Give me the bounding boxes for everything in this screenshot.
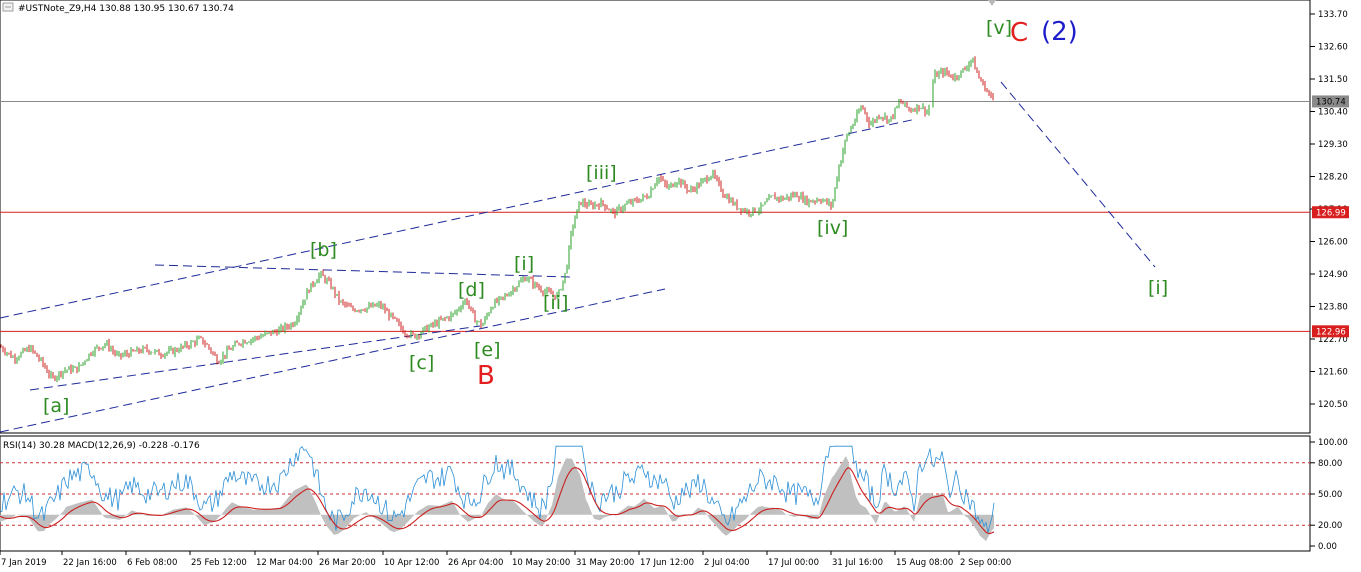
wave-label: [a] xyxy=(43,395,69,417)
time-tick-label: 26 Apr 04:00 xyxy=(448,558,503,568)
time-tick-label: 17 Jun 12:00 xyxy=(640,558,694,568)
time-axis: 7 Jan 2019 22 Jan 16:00 6 Feb 08:00 25 Feb … xyxy=(0,551,1011,568)
time-tick-label: 31 May 20:00 xyxy=(576,558,634,568)
wave-label: [ii] xyxy=(543,292,568,314)
wave-label: [v] xyxy=(986,17,1012,39)
indicator-tick-label: 20.00 xyxy=(1318,521,1342,531)
time-tick-label: 15 Aug 08:00 xyxy=(896,558,953,568)
wave-label: (2) xyxy=(1041,17,1078,47)
price-tick-label: 130.40 xyxy=(1318,108,1348,118)
price-tick-label: 128.20 xyxy=(1318,173,1348,183)
price-tick-label: 123.80 xyxy=(1318,303,1348,313)
wave-label: [e] xyxy=(474,339,501,361)
time-tick-label: 31 Jul 16:00 xyxy=(832,558,883,568)
rsi-line xyxy=(0,445,995,533)
time-tick-label: 10 May 20:00 xyxy=(512,558,570,568)
price-level-tag xyxy=(1312,206,1349,219)
wave-label: [iv] xyxy=(817,217,848,239)
price-level-tag xyxy=(1312,325,1349,338)
price-level-tag-label: 130.74 xyxy=(1316,97,1346,107)
time-tick-label: 7 Jan 2019 xyxy=(1,558,47,568)
indicator-tick-label: 50.00 xyxy=(1318,490,1342,500)
price-tick-label: 131.50 xyxy=(1318,75,1348,85)
macd-signal-line xyxy=(0,467,995,534)
price-tick-label: 121.60 xyxy=(1318,368,1348,378)
wave-label: [iii] xyxy=(586,162,617,184)
wave-labels: [a] [b] [c] [d] [e]B [i] [ii] [iii] [iv] [v]C (2) [… xyxy=(43,17,1168,417)
indicator-axis: 100.00 80.00 50.00 20.00 0.00 xyxy=(1310,438,1348,552)
time-tick-label: 26 Mar 20:00 xyxy=(319,558,376,568)
wave-label: [i] xyxy=(514,253,534,275)
time-tick-label: 25 Feb 12:00 xyxy=(191,558,247,568)
rsi-macd-indicator xyxy=(0,445,1310,542)
price-tick-label: 122.70 xyxy=(1318,335,1348,345)
wave-label: [d] xyxy=(458,279,485,301)
upper-channel-line xyxy=(0,118,917,319)
price-tick-label: 120.50 xyxy=(1318,400,1348,410)
price-tags: 126.99 122.96 130.74 xyxy=(1312,95,1349,338)
wave-label: B xyxy=(477,361,495,391)
candlesticks xyxy=(0,56,994,383)
projection-line xyxy=(1000,81,1156,268)
lower-channel-line xyxy=(0,288,666,433)
symbol-info: #USTNote_Z9,H4 130.88 130.95 130.67 130.… xyxy=(18,4,234,14)
time-tick-label: 10 Apr 12:00 xyxy=(384,558,439,568)
price-level-tag-label: 122.96 xyxy=(1316,327,1346,337)
time-tick-label: 2 Sep 00:00 xyxy=(960,558,1011,568)
indicator-tick-label: 0.00 xyxy=(1318,542,1337,552)
price-tick-label: 124.90 xyxy=(1318,270,1348,280)
indicator-tick-label: 100.00 xyxy=(1318,438,1348,448)
macd-histogram-area xyxy=(0,456,994,542)
time-tick-label: 12 Mar 04:00 xyxy=(256,558,313,568)
wave-label: [c] xyxy=(409,352,434,374)
price-tick-label: 126.00 xyxy=(1318,238,1348,248)
wave-label: C xyxy=(1010,18,1028,48)
symbol-icon xyxy=(2,2,14,12)
price-tick-label: 129.30 xyxy=(1318,140,1348,150)
price-level-tag xyxy=(1312,95,1349,108)
chart-shift-marker[interactable] xyxy=(988,0,996,6)
wave-label: [b] xyxy=(310,239,337,261)
price-tick-label: 133.70 xyxy=(1318,10,1348,20)
time-tick-label: 22 Jan 16:00 xyxy=(63,558,117,568)
horizontal-price-lines xyxy=(0,100,1310,332)
time-tick-label: 2 Jul 04:00 xyxy=(704,558,750,568)
time-tick-label: 6 Feb 08:00 xyxy=(127,558,177,568)
indicator-tick-label: 80.00 xyxy=(1318,459,1342,469)
price-level-tag-label: 126.99 xyxy=(1316,208,1346,218)
time-tick-label: 17 Jul 00:00 xyxy=(768,558,819,568)
main-chart-frame xyxy=(0,0,1311,434)
wave-label: [i] xyxy=(1148,277,1168,299)
indicator-info: RSI(14) 30.28 MACD(12,26,9) -0.228 -0.17… xyxy=(3,441,200,451)
price-tick-label: 132.60 xyxy=(1318,43,1348,53)
